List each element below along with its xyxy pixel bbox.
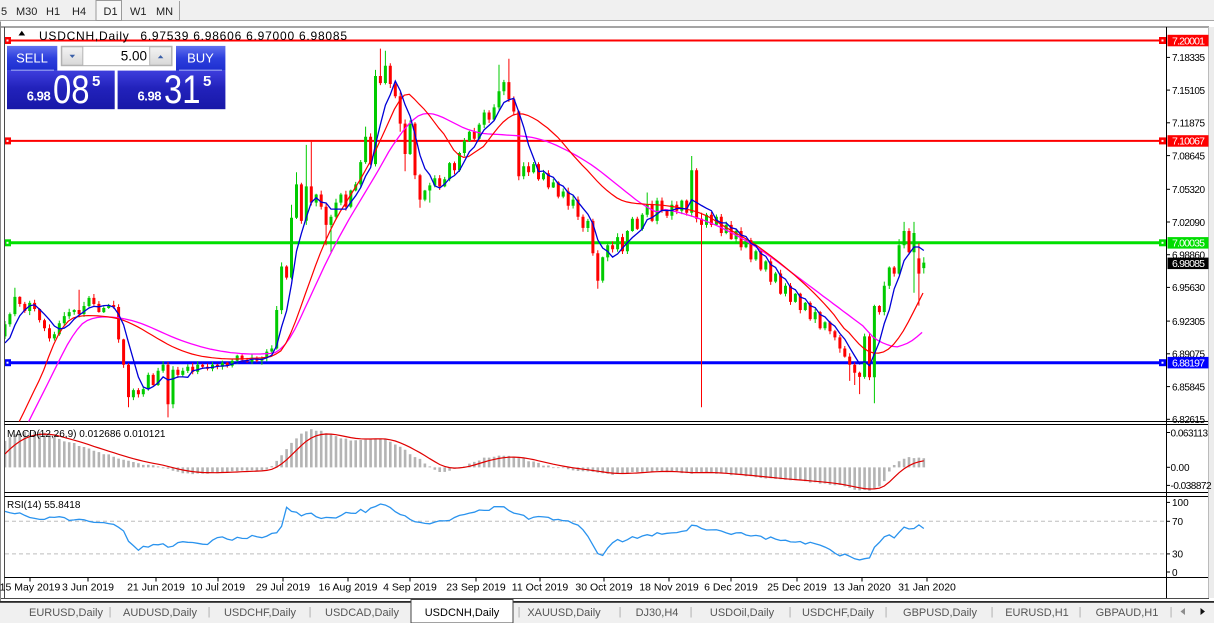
svg-text:6.95630: 6.95630	[1172, 283, 1205, 294]
svg-text:25 Dec 2019: 25 Dec 2019	[767, 582, 827, 594]
svg-text:7.08645: 7.08645	[1172, 151, 1205, 162]
svg-text:7.10067: 7.10067	[1172, 136, 1205, 148]
svg-text:7.20001: 7.20001	[1172, 35, 1205, 47]
svg-text:BUY: BUY	[187, 51, 214, 66]
svg-text:6.98: 6.98	[138, 89, 162, 104]
svg-text:21 Jun 2019: 21 Jun 2019	[127, 582, 185, 594]
svg-text:100: 100	[1172, 498, 1189, 509]
svg-text:7.15105: 7.15105	[1172, 86, 1205, 97]
svg-text:7.00035: 7.00035	[1172, 238, 1205, 250]
svg-text:5: 5	[1, 6, 7, 18]
svg-text:31 Jan 2020: 31 Jan 2020	[898, 582, 956, 594]
svg-text:|: |	[1079, 606, 1082, 618]
svg-text:6.85845: 6.85845	[1172, 382, 1205, 393]
svg-text:23 Sep 2019: 23 Sep 2019	[446, 582, 506, 594]
svg-text:GBPUSD,Daily: GBPUSD,Daily	[903, 607, 977, 619]
svg-text:SELL: SELL	[16, 51, 48, 66]
svg-text:16 Aug 2019: 16 Aug 2019	[319, 582, 378, 594]
svg-text:EURUSD,Daily: EURUSD,Daily	[29, 607, 103, 619]
svg-text:|: |	[109, 606, 112, 618]
svg-text:USDOil,Daily: USDOil,Daily	[710, 607, 775, 619]
svg-text:70: 70	[1172, 517, 1184, 528]
svg-text:MN: MN	[156, 6, 173, 18]
svg-text:3 Jun 2019: 3 Jun 2019	[62, 582, 114, 594]
svg-text:|: |	[789, 606, 792, 618]
svg-text:11 Oct 2019: 11 Oct 2019	[512, 582, 569, 594]
svg-text:5: 5	[92, 73, 100, 90]
svg-text:-0.038872: -0.038872	[1171, 481, 1212, 492]
svg-text:6.98085: 6.98085	[1172, 258, 1205, 270]
svg-text:|: |	[690, 606, 693, 618]
svg-text:|: |	[1170, 606, 1173, 618]
svg-text:|: |	[991, 606, 994, 618]
svg-text:30 Oct 2019: 30 Oct 2019	[575, 582, 632, 594]
svg-text:H4: H4	[72, 6, 86, 18]
svg-text:31: 31	[164, 68, 201, 112]
svg-text:0.063113: 0.063113	[1171, 428, 1209, 439]
svg-text:USDCHF,Daily: USDCHF,Daily	[802, 607, 875, 619]
svg-text:USDCNH,Daily 6.97539 6.98606: USDCNH,Daily 6.97539 6.98606 6.97000 6.9…	[39, 29, 347, 43]
svg-text:5.00: 5.00	[121, 49, 147, 64]
svg-text:DJ30,H4: DJ30,H4	[636, 607, 679, 619]
svg-text:W1: W1	[130, 6, 147, 18]
svg-text:30: 30	[1172, 550, 1184, 561]
svg-text:RSI(14) 55.8418: RSI(14) 55.8418	[7, 500, 81, 511]
svg-text:7.05320: 7.05320	[1172, 185, 1205, 196]
svg-text:M30: M30	[16, 6, 37, 18]
svg-text:08: 08	[53, 68, 90, 112]
svg-text:USDCHF,Daily: USDCHF,Daily	[224, 607, 297, 619]
svg-text:10 Jul 2019: 10 Jul 2019	[191, 582, 245, 594]
svg-text:15 May 2019: 15 May 2019	[0, 582, 61, 594]
svg-text:|: |	[309, 606, 312, 618]
svg-text:D1: D1	[104, 6, 118, 18]
svg-text:6.89075: 6.89075	[1172, 350, 1205, 361]
svg-text:EURUSD,H1: EURUSD,H1	[1005, 607, 1069, 619]
svg-text:AUDUSD,Daily: AUDUSD,Daily	[123, 607, 197, 619]
svg-text:|: |	[208, 606, 211, 618]
svg-text:0.00: 0.00	[1171, 463, 1190, 474]
svg-text:4 Sep 2019: 4 Sep 2019	[383, 582, 437, 594]
svg-text:USDCAD,Daily: USDCAD,Daily	[325, 607, 399, 619]
svg-text:|: |	[885, 606, 888, 618]
svg-text:|: |	[518, 606, 521, 618]
svg-text:29 Jul 2019: 29 Jul 2019	[256, 582, 310, 594]
svg-text:H1: H1	[46, 6, 60, 18]
svg-text:7.18335: 7.18335	[1172, 53, 1205, 64]
svg-text:6.92305: 6.92305	[1172, 317, 1205, 328]
svg-text:6.88197: 6.88197	[1172, 358, 1205, 370]
svg-text:5: 5	[203, 73, 211, 90]
svg-text:|: |	[619, 606, 622, 618]
svg-text:GBPAUD,H1: GBPAUD,H1	[1096, 607, 1159, 619]
svg-text:USDCNH,Daily: USDCNH,Daily	[425, 607, 500, 619]
svg-text:6 Dec 2019: 6 Dec 2019	[704, 582, 758, 594]
svg-text:7.02090: 7.02090	[1172, 218, 1205, 229]
svg-text:7.11875: 7.11875	[1172, 119, 1205, 130]
svg-text:6.98860: 6.98860	[1172, 251, 1205, 262]
svg-text:6.82615: 6.82615	[1172, 415, 1205, 426]
svg-text:13 Jan 2020: 13 Jan 2020	[833, 582, 891, 594]
svg-text:XAUUSD,Daily: XAUUSD,Daily	[527, 607, 601, 619]
svg-text:0: 0	[1172, 568, 1178, 579]
svg-text:18 Nov 2019: 18 Nov 2019	[639, 582, 699, 594]
svg-text:6.98: 6.98	[27, 89, 51, 104]
svg-text:MACD(12,26,9) 0.012686 0.01012: MACD(12,26,9) 0.012686 0.010121	[7, 429, 166, 440]
